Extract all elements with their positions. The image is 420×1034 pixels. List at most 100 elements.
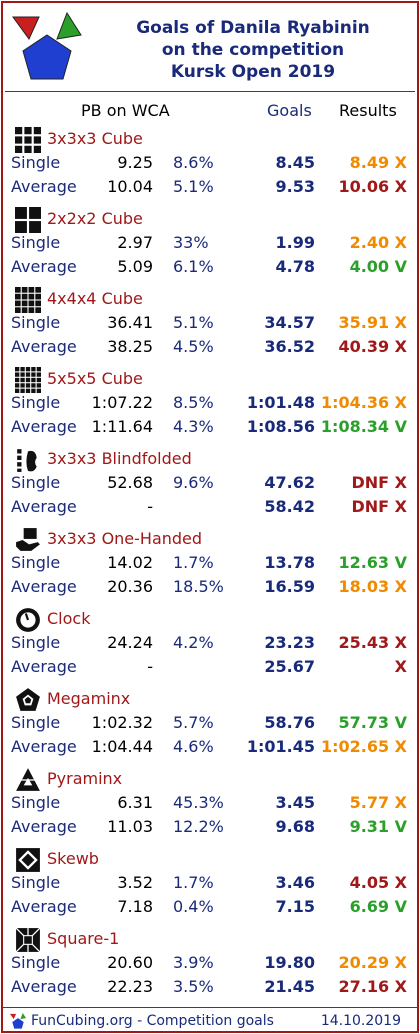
pb-column-header: PB on WCA <box>81 101 170 120</box>
result-value: 4.00 V <box>349 257 407 276</box>
pb-value: 14.02 <box>107 553 153 572</box>
pb-value: 38.25 <box>107 337 153 356</box>
row-label: Single <box>11 313 61 332</box>
goal-value: 3.46 <box>275 873 315 892</box>
pct-value: 1.7% <box>173 553 214 572</box>
event-block: 3x3x3 Blindfolded Single 52.68 9.6% 47.62 DNF… <box>11 445 411 525</box>
goal-value: 21.45 <box>264 977 315 996</box>
event-block: 5x5x5 Cube Single 1:07.22 8.5% 1:01.48 1:04.3… <box>11 365 411 445</box>
average-row: Average - 25.67 X <box>11 657 411 681</box>
pb-value: 52.68 <box>107 473 153 492</box>
pct-value: 4.6% <box>173 737 214 756</box>
result-value: 4.05 X <box>349 873 407 892</box>
goal-value: 47.62 <box>264 473 315 492</box>
event-block: Megaminx Single 1:02.32 5.7% 58.76 57.73 V Ave… <box>11 685 411 765</box>
goal-value: 3.45 <box>275 793 315 812</box>
pb-value: 7.18 <box>117 897 153 916</box>
single-row: Single 3.52 1.7% 3.46 4.05 X <box>11 873 411 897</box>
header: Goals of Danila Ryabinin on the competit… <box>3 3 417 91</box>
goal-value: 16.59 <box>264 577 315 596</box>
cube-5x5-icon <box>15 367 41 393</box>
event-name: 3x3x3 Blindfolded <box>47 449 192 468</box>
footer-site: FunCubing.org - Competition goals <box>31 1013 274 1029</box>
pct-value: 8.5% <box>173 393 214 412</box>
event-name: 5x5x5 Cube <box>47 369 143 388</box>
average-row: Average 22.23 3.5% 21.45 27.16 X <box>11 977 411 1001</box>
row-label: Single <box>11 873 61 892</box>
result-value: 57.73 V <box>338 713 407 732</box>
result-value: 1:04.36 X <box>320 393 407 412</box>
event-name: Square-1 <box>47 929 120 948</box>
pct-value: 4.5% <box>173 337 214 356</box>
event-block: Clock Single 24.24 4.2% 23.23 25.43 X Average -… <box>11 605 411 685</box>
title-line-2: on the competition <box>161 40 345 60</box>
goal-value: 36.52 <box>264 337 315 356</box>
average-row: Average 20.36 18.5% 16.59 18.03 X <box>11 577 411 601</box>
footer-divider <box>3 1007 417 1008</box>
average-row: Average 38.25 4.5% 36.52 40.39 X <box>11 337 411 361</box>
skewb-icon <box>15 847 41 873</box>
cube-2x2-icon <box>15 207 41 233</box>
single-row: Single 14.02 1.7% 13.78 12.63 V <box>11 553 411 577</box>
row-label: Single <box>11 473 61 492</box>
pct-value: 5.7% <box>173 713 214 732</box>
result-value: 1:08.34 V <box>320 417 407 436</box>
megaminx-icon <box>15 687 41 713</box>
event-name: 4x4x4 Cube <box>47 289 143 308</box>
result-value: 5.77 X <box>349 793 407 812</box>
pct-value: 33% <box>173 233 209 252</box>
result-value: 6.69 V <box>349 897 407 916</box>
single-row: Single 52.68 9.6% 47.62 DNF X <box>11 473 411 497</box>
row-label: Average <box>11 257 77 276</box>
goal-value: 9.53 <box>275 177 315 196</box>
row-label: Average <box>11 977 77 996</box>
footer: FunCubing.org - Competition goals 14.10.… <box>3 1007 417 1031</box>
average-row: Average - 58.42 DNF X <box>11 497 411 521</box>
pct-value: 45.3% <box>173 793 224 812</box>
pct-value: 5.1% <box>173 177 214 196</box>
result-value: 2.40 X <box>349 233 407 252</box>
title-line-3: Kursk Open 2019 <box>170 62 336 82</box>
event-block: Skewb Single 3.52 1.7% 3.46 4.05 X Average 7.18… <box>11 845 411 925</box>
pct-value: 3.9% <box>173 953 214 972</box>
row-label: Single <box>11 393 61 412</box>
event-name: Megaminx <box>47 689 131 708</box>
row-label: Average <box>11 897 77 916</box>
row-label: Average <box>11 737 77 756</box>
event-name: Skewb <box>47 849 99 868</box>
result-value: 9.31 V <box>349 817 407 836</box>
pb-value: 6.31 <box>117 793 153 812</box>
average-row: Average 5.09 6.1% 4.78 4.00 V <box>11 257 411 281</box>
result-value: 10.06 X <box>338 177 407 196</box>
funcubing-small-logo-icon <box>9 1012 27 1029</box>
pyraminx-icon <box>15 767 41 793</box>
row-label: Single <box>11 793 61 812</box>
goal-value: 1:01.48 <box>246 393 315 412</box>
row-label: Single <box>11 553 61 572</box>
row-label: Single <box>11 713 61 732</box>
event-name: 2x2x2 Cube <box>47 209 143 228</box>
result-value: 40.39 X <box>338 337 407 356</box>
one-hand-icon <box>15 527 41 553</box>
goal-value: 23.23 <box>264 633 315 652</box>
event-block: 4x4x4 Cube Single 36.41 5.1% 34.57 35.91 X Ave… <box>11 285 411 365</box>
goal-value: 1:01.45 <box>246 737 315 756</box>
goals-column-header: Goals <box>267 101 312 120</box>
goal-value: 4.78 <box>275 257 315 276</box>
goal-value: 25.67 <box>264 657 315 676</box>
pct-value: 9.6% <box>173 473 214 492</box>
pct-value: 12.2% <box>173 817 224 836</box>
title-line-1: Goals of Danila Ryabinin <box>136 18 370 38</box>
pct-value: 8.6% <box>173 153 214 172</box>
clock-icon <box>15 607 41 633</box>
page-title: Goals of Danila Ryabinin on the competit… <box>103 17 403 83</box>
goal-value: 58.42 <box>264 497 315 516</box>
result-value: X <box>394 657 407 676</box>
goal-value: 9.68 <box>275 817 315 836</box>
result-value: DNF X <box>351 473 407 492</box>
row-label: Single <box>11 153 61 172</box>
pb-value: - <box>147 497 153 516</box>
event-name: 3x3x3 Cube <box>47 129 143 148</box>
pb-value: 3.52 <box>117 873 153 892</box>
